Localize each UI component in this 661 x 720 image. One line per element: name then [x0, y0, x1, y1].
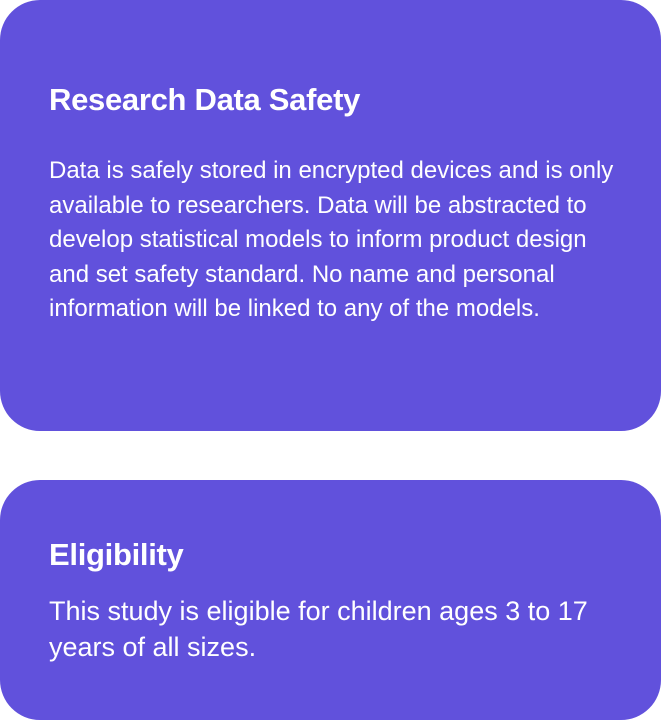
- research-data-safety-card: Research Data Safety Data is safely stor…: [0, 0, 661, 431]
- eligibility-title: Eligibility: [49, 535, 621, 575]
- research-data-safety-body: Data is safely stored in encrypted devic…: [49, 154, 621, 327]
- eligibility-card: Eligibility This study is eligible for c…: [0, 480, 661, 720]
- eligibility-body: This study is eligible for children ages…: [49, 593, 619, 665]
- research-data-safety-title: Research Data Safety: [49, 80, 621, 120]
